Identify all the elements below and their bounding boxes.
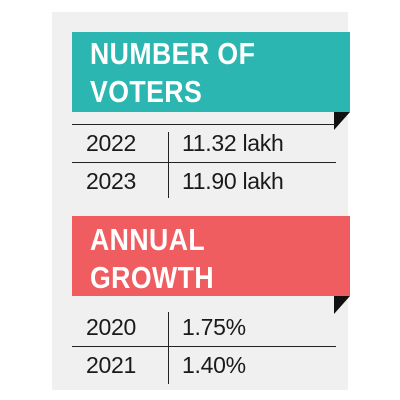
growth-row-year: 2021	[86, 352, 136, 378]
voters-row-value: 11.32 lakh	[182, 130, 284, 156]
growth-title-line2: GROWTH	[90, 260, 215, 295]
voters-banner: NUMBER OF VOTERS	[72, 32, 350, 112]
voters-title-line1: NUMBER OF	[90, 36, 256, 71]
voters-table-row-divider	[72, 162, 336, 163]
growth-row-value: 1.75%	[182, 314, 246, 340]
growth-table: 2020 1.75% 2021 1.40%	[72, 308, 336, 384]
voters-row-value: 11.90 lakh	[182, 168, 284, 194]
table-row: 2021 1.40%	[72, 346, 336, 384]
growth-row-value: 1.40%	[182, 352, 246, 378]
growth-row-year: 2020	[86, 314, 136, 340]
growth-banner: ANNUAL GROWTH	[72, 216, 350, 296]
voters-table-column-divider	[168, 132, 169, 198]
growth-title-line1: ANNUAL	[90, 222, 206, 257]
table-row: 2020 1.75%	[72, 308, 336, 346]
voters-row-year: 2023	[86, 168, 136, 194]
voters-table-top-divider	[72, 124, 336, 125]
voters-table: 2022 11.32 lakh 2023 11.90 lakh	[72, 124, 336, 200]
table-row: 2023 11.90 lakh	[72, 162, 336, 200]
growth-table-row-divider	[72, 346, 336, 347]
table-row: 2022 11.32 lakh	[72, 124, 336, 162]
growth-table-column-divider	[168, 312, 169, 384]
voters-row-year: 2022	[86, 130, 136, 156]
growth-banner-fold	[334, 296, 350, 314]
voters-title-line2: VOTERS	[90, 74, 203, 109]
voters-banner-fold	[334, 112, 350, 130]
